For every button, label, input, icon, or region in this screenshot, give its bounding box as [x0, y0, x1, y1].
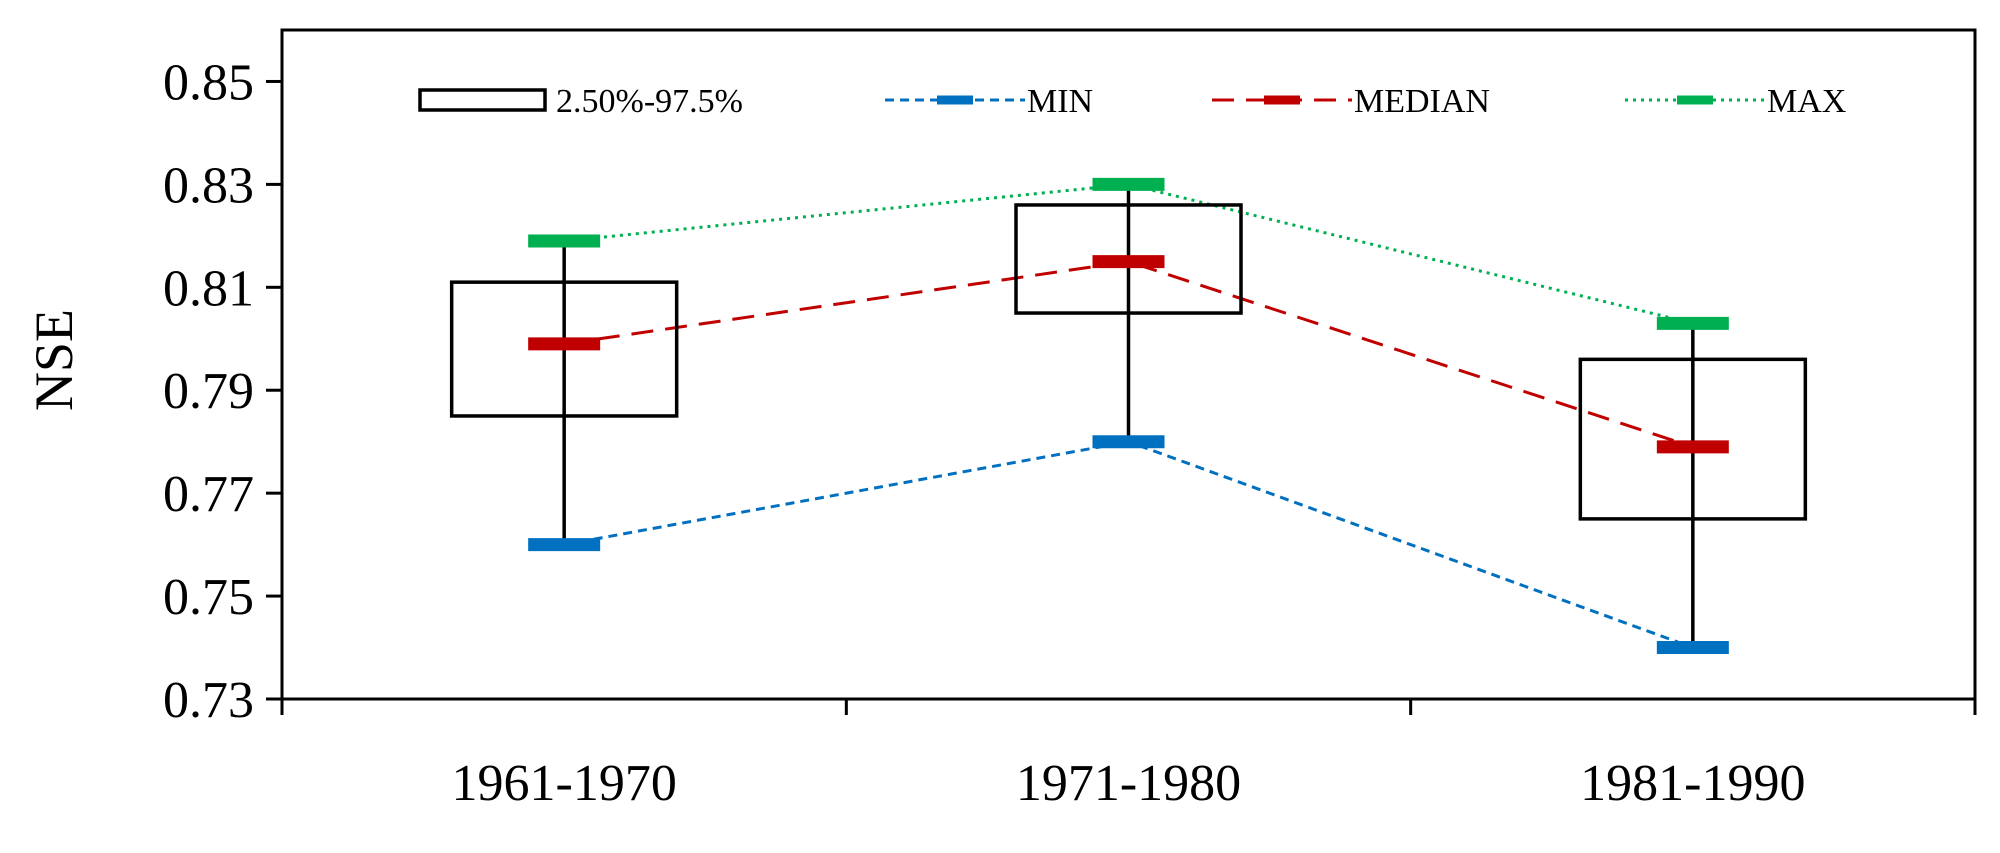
band-boxes — [449, 203, 1808, 521]
y-tick-label: 0.77 — [163, 466, 254, 523]
y-axis-label: NSE — [24, 309, 84, 411]
legend-label: 2.50%-97.5% — [556, 83, 743, 120]
series-line-median — [563, 260, 1694, 449]
series-line-max — [564, 182, 1694, 325]
legend-box-symbol — [418, 88, 547, 112]
band-box — [1578, 357, 1808, 521]
y-tick-label: 0.73 — [163, 672, 254, 729]
y-tick-label: 0.81 — [163, 260, 254, 317]
band-box — [449, 280, 679, 418]
band-box — [1014, 203, 1243, 315]
legend-label: MAX — [1767, 83, 1846, 120]
x-axis: 1961-1970 1971-1980 1981-1990 — [280, 699, 1977, 812]
y-tick-label: 0.75 — [163, 569, 254, 626]
y-tick-label: 0.83 — [163, 157, 254, 214]
legend-label: MEDIAN — [1354, 83, 1490, 120]
y-tick-label: 0.85 — [163, 54, 254, 111]
x-tick-label: 1961-1970 — [452, 755, 677, 812]
legend-label: MIN — [1027, 83, 1093, 120]
x-tick-label: 1971-1980 — [1016, 755, 1241, 812]
whiskers — [562, 184, 1695, 648]
plot-area-border — [280, 28, 1977, 701]
legend: 2.50%-97.5% MIN MEDIAN MAX — [418, 83, 1846, 120]
y-axis: 0.73 0.75 0.77 0.79 0.81 0.83 0.85 — [163, 54, 282, 729]
series-line-min — [563, 440, 1694, 649]
series-markers — [528, 177, 1729, 655]
x-tick-label: 1981-1990 — [1580, 755, 1805, 812]
y-tick-label: 0.79 — [163, 363, 254, 420]
